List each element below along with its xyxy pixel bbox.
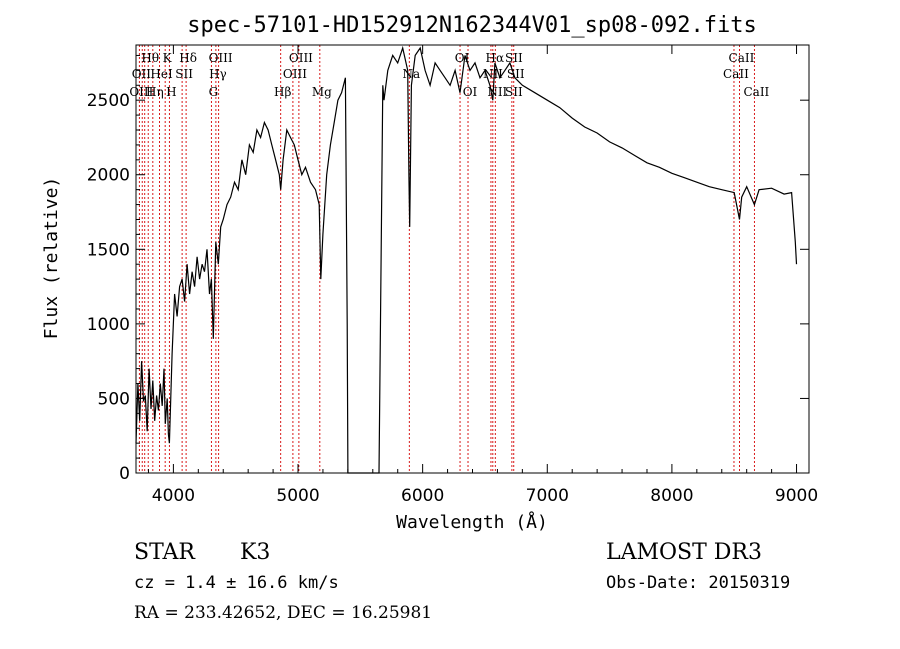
line-label: OI [463,85,478,99]
chart-title: spec-57101-HD152912N162344V01_sp08-092.f… [187,13,757,38]
line-label: CaII [743,85,769,99]
line-label: Hδ [179,51,197,65]
y-tick-label: 1500 [87,240,130,260]
line-label: NII [483,67,503,81]
spectrum-line [135,45,798,474]
plot-frame [135,44,810,474]
line-label: OI [455,51,470,65]
line-label: G [209,85,219,99]
y-tick-label: 2000 [87,166,130,186]
y-tick-label: 0 [119,464,130,484]
line-label: OIII [289,51,313,65]
line-label: SII [505,85,523,99]
line-label: Na [402,67,420,81]
redshift-text: cz = 1.4 ± 16.6 km/s [134,573,339,593]
line-label: SII [175,67,193,81]
coordinates: RA = 233.42652, DEC = 16.25981 [134,603,433,623]
line-label: SII [505,51,523,65]
x-axis-label: Wavelength (Å) [396,511,548,533]
line-label: Hα [486,51,505,65]
object-class: STAR [134,540,195,565]
emission-line-markers [138,45,755,473]
line-label: Hθ [141,51,159,65]
line-label: OIII [283,67,307,81]
line-label: OIII [129,85,153,99]
x-tick-label: 6000 [401,486,444,506]
x-tick-label: 5000 [276,486,319,506]
x-tick-label: 9000 [775,486,818,506]
subclass: K3 [240,540,271,565]
x-tick-label: 4000 [152,486,195,506]
line-label: Hη [146,85,164,99]
line-label: OIII [209,51,233,65]
y-tick-label: 1000 [87,315,130,335]
line-label: H [166,85,176,99]
line-label: CaII [729,51,755,65]
line-label: SII [507,67,525,81]
line-label: HeI [150,67,173,81]
line-label: Hγ [209,67,227,81]
y-tick-label: 2500 [87,91,130,111]
line-label: CaII [723,67,749,81]
line-label: Hβ [274,85,291,99]
spectrum-chart: spec-57101-HD152912N162344V01_sp08-092.f… [41,13,818,533]
line-label: Mg [312,85,332,99]
x-tick-label: 7000 [526,486,569,506]
y-axis-label: Flux (relative) [41,177,62,340]
line-label: OII [132,67,152,81]
obs-date: Obs-Date: 20150319 [606,573,791,593]
x-tick-label: 8000 [650,486,693,506]
survey-name: LAMOST DR3 [606,540,762,565]
y-axis-ticks: 0 500 1000 1500 2000 2500 [87,54,809,484]
x-axis-ticks: 4000 5000 6000 7000 8000 9000 [147,45,818,506]
y-tick-label: 500 [98,389,130,409]
line-label: K [163,51,173,65]
